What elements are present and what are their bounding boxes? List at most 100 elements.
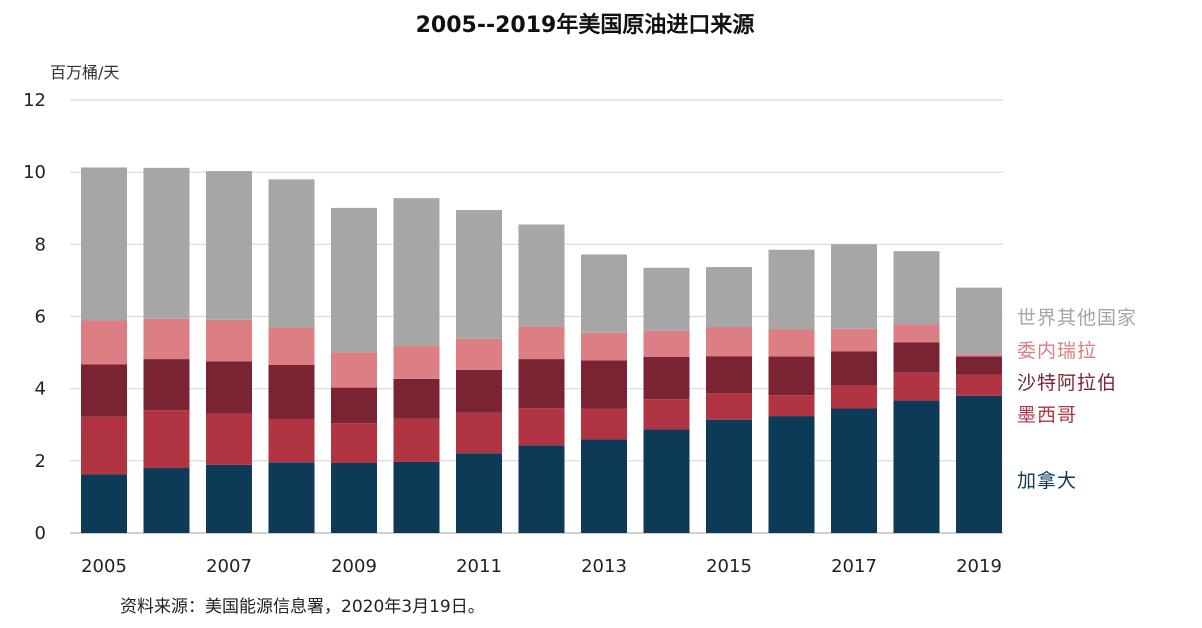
bar-segment-2013-加拿大 (581, 439, 627, 533)
bar-segment-2010-世界其他国家 (393, 198, 440, 347)
bar-segment-2007-加拿大 (206, 464, 252, 533)
bar-segment-2005-墨西哥 (81, 416, 127, 475)
bar-segment-2015-墨西哥 (706, 393, 752, 420)
bar-segment-2009-世界其他国家 (331, 207, 377, 353)
bar-segment-2008-世界其他国家 (268, 179, 315, 328)
bar-segment-2019-世界其他国家 (956, 287, 1002, 355)
bar-segment-2017-加拿大 (831, 408, 877, 533)
bar-segment-2019-墨西哥 (956, 374, 1002, 396)
bar-segment-2011-加拿大 (456, 453, 502, 533)
y-tick-label: 10 (23, 162, 46, 183)
bar-segment-2010-加拿大 (393, 461, 440, 533)
bar-segment-2006-沙特阿拉伯 (143, 359, 190, 411)
bar-segment-2018-委内瑞拉 (893, 324, 940, 343)
bar-segment-2009-委内瑞拉 (331, 352, 377, 388)
bar-segment-2013-委内瑞拉 (581, 332, 627, 361)
y-tick-label: 4 (35, 379, 46, 400)
bar-segment-2009-沙特阿拉伯 (331, 387, 377, 424)
bar-segment-2012-委内瑞拉 (518, 326, 565, 360)
legend-entry: 委内瑞拉 (1017, 340, 1097, 362)
bar-segment-2011-墨西哥 (456, 412, 502, 454)
bar-segment-2006-加拿大 (143, 468, 190, 533)
x-axis-ticks: 2005 2007 2009 2011 2013 2015 2017 2019 (81, 556, 1002, 577)
bar-segment-2008-加拿大 (268, 462, 315, 533)
bar-segment-2007-沙特阿拉伯 (206, 361, 252, 414)
bar-segment-2005-委内瑞拉 (81, 320, 127, 365)
bar-segment-2012-加拿大 (518, 445, 565, 533)
bar-segment-2008-墨西哥 (268, 418, 315, 463)
legend-entry: 世界其他国家 (1017, 307, 1137, 329)
chart-title: 2005--2019年美国原油进口来源 (416, 12, 755, 38)
bar-segment-2005-沙特阿拉伯 (81, 364, 127, 417)
bar-segment-2006-墨西哥 (143, 410, 190, 469)
bar-segment-2018-墨西哥 (893, 372, 940, 401)
bar-segment-2010-委内瑞拉 (393, 346, 440, 379)
bar-segment-2011-委内瑞拉 (456, 338, 502, 370)
bar-segment-2017-委内瑞拉 (831, 328, 877, 352)
bar-segment-2009-加拿大 (331, 462, 377, 533)
bars (81, 167, 1002, 533)
bar-segment-2016-墨西哥 (768, 395, 815, 417)
bar-segment-2011-沙特阿拉伯 (456, 369, 502, 413)
bar-segment-2007-世界其他国家 (206, 171, 252, 320)
bar-segment-2013-沙特阿拉伯 (581, 360, 627, 409)
bar-segment-2006-世界其他国家 (143, 167, 190, 319)
bar-segment-2019-加拿大 (956, 395, 1002, 533)
bar-segment-2006-委内瑞拉 (143, 318, 190, 360)
bar-segment-2016-委内瑞拉 (768, 329, 815, 357)
bar-segment-2014-加拿大 (643, 429, 690, 533)
bar-segment-2017-墨西哥 (831, 385, 877, 409)
unit-label: 百万桶/天 (50, 63, 119, 82)
bar-segment-2016-沙特阿拉伯 (768, 356, 815, 396)
x-tick-label: 2009 (331, 556, 377, 577)
y-axis-ticks: 0 2 4 6 8 10 12 (23, 90, 46, 544)
bar-segment-2011-世界其他国家 (456, 210, 502, 339)
y-tick-label: 0 (35, 523, 46, 544)
legend-entry: 沙特阿拉伯 (1017, 372, 1117, 394)
x-tick-label: 2011 (456, 556, 502, 577)
bar-segment-2019-委内瑞拉 (956, 354, 1002, 357)
bar-segment-2018-加拿大 (893, 400, 940, 533)
legend-entry: 墨西哥 (1017, 404, 1077, 426)
bar-segment-2012-世界其他国家 (518, 224, 565, 327)
x-tick-label: 2013 (581, 556, 627, 577)
x-tick-label: 2005 (81, 556, 127, 577)
bar-segment-2005-加拿大 (81, 474, 127, 533)
bar-segment-2008-委内瑞拉 (268, 327, 315, 365)
bar-segment-2014-委内瑞拉 (643, 330, 690, 357)
bar-segment-2012-沙特阿拉伯 (518, 359, 565, 409)
bar-segment-2013-世界其他国家 (581, 254, 627, 333)
x-tick-label: 2019 (956, 556, 1002, 577)
bar-segment-2012-墨西哥 (518, 408, 565, 446)
bar-segment-2017-世界其他国家 (831, 244, 877, 329)
bar-segment-2013-墨西哥 (581, 408, 627, 440)
bar-segment-2019-沙特阿拉伯 (956, 356, 1002, 375)
y-tick-label: 8 (35, 234, 46, 255)
bar-segment-2005-世界其他国家 (81, 167, 127, 321)
bar-segment-2017-沙特阿拉伯 (831, 351, 877, 386)
bar-segment-2015-委内瑞拉 (706, 326, 752, 357)
legend: 加拿大 墨西哥 沙特阿拉伯 委内瑞拉 世界其他国家 (1017, 307, 1137, 492)
y-tick-label: 12 (23, 90, 46, 111)
x-tick-label: 2015 (706, 556, 752, 577)
bar-segment-2015-世界其他国家 (706, 267, 752, 327)
bar-segment-2014-世界其他国家 (643, 267, 690, 331)
bar-segment-2014-墨西哥 (643, 399, 690, 430)
bar-segment-2010-沙特阿拉伯 (393, 378, 440, 419)
bar-segment-2016-世界其他国家 (768, 249, 815, 330)
x-tick-label: 2017 (831, 556, 877, 577)
bar-segment-2015-加拿大 (706, 419, 752, 533)
bar-segment-2007-墨西哥 (206, 413, 252, 465)
bar-segment-2016-加拿大 (768, 416, 815, 533)
bar-segment-2018-世界其他国家 (893, 251, 940, 325)
bar-segment-2009-墨西哥 (331, 423, 377, 463)
legend-entry: 加拿大 (1017, 469, 1077, 492)
x-tick-label: 2007 (206, 556, 252, 577)
bar-segment-2007-委内瑞拉 (206, 319, 252, 362)
bar-segment-2015-沙特阿拉伯 (706, 356, 752, 394)
bar-segment-2014-沙特阿拉伯 (643, 356, 690, 400)
source-note: 资料来源：美国能源信息署，2020年3月19日。 (120, 597, 485, 617)
y-tick-label: 6 (35, 307, 46, 328)
y-tick-label: 2 (35, 451, 46, 472)
